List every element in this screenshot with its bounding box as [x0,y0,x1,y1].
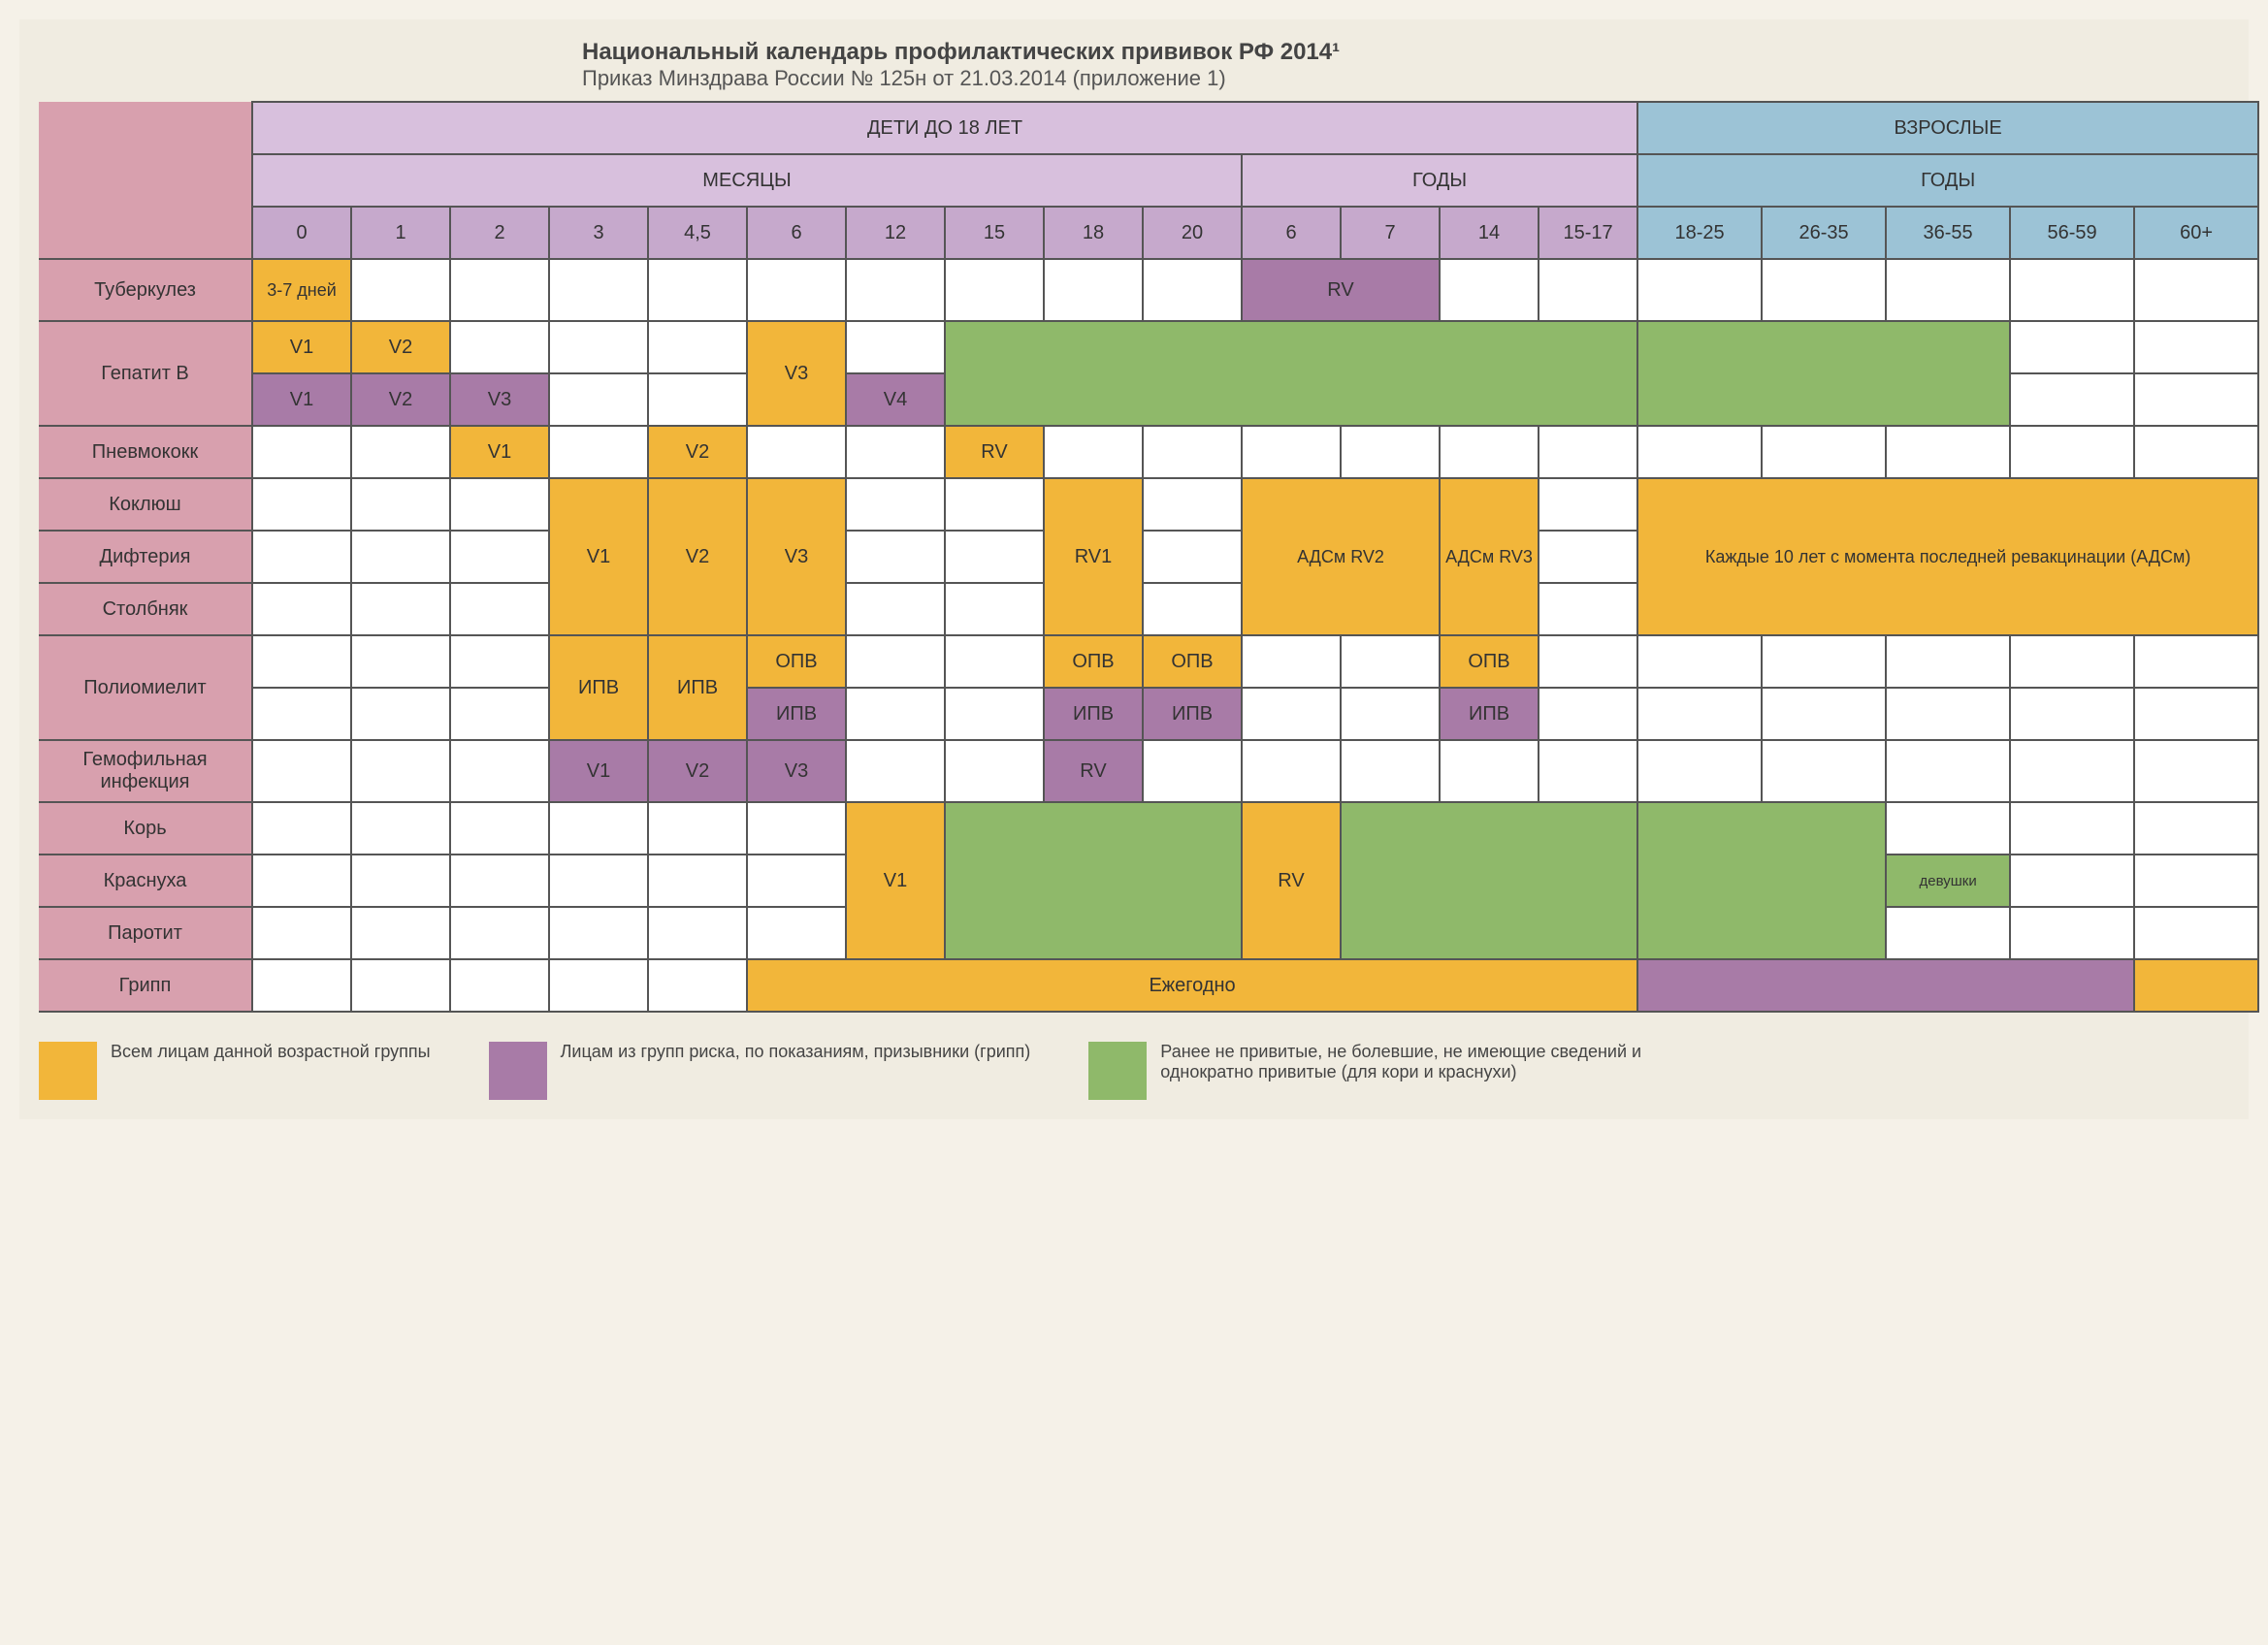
hdr-years-child: ГОДЫ [1242,154,1637,207]
col-month-1: 1 [351,207,450,259]
row-pertussis: Коклюш [39,478,252,531]
row-pneumo: Пневмококк [39,426,252,478]
legend-swatch-risk [489,1042,547,1100]
row-mumps: Паротит [39,907,252,959]
legend: Всем лицам данной возрастной группы Лица… [39,1042,2229,1100]
legend-label-risk: Лицам из групп риска, по показаниям, при… [561,1042,1031,1062]
hdr-years-adult: ГОДЫ [1637,154,2258,207]
row-diphtheria: Дифтерия [39,531,252,583]
col-year-adult-0: 18-25 [1637,207,1762,259]
legend-label-catchup: Ранее не привитые, не болевшие, не имеющ… [1160,1042,1690,1082]
legend-label-all: Всем лицам данной возрастной группы [111,1042,431,1062]
col-month-4: 4,5 [648,207,747,259]
row-flu: Грипп [39,959,252,1012]
col-year-child-1: 7 [1341,207,1440,259]
col-month-9: 20 [1143,207,1242,259]
hdr-months: МЕСЯЦЫ [252,154,1242,207]
row-hepb: Гепатит В [39,321,252,426]
hdr-children: ДЕТИ ДО 18 ЛЕТ [252,102,1637,154]
col-month-2: 2 [450,207,549,259]
page-subtitle: Приказ Минздрава России № 125н от 21.03.… [582,66,2229,91]
col-year-child-0: 6 [1242,207,1341,259]
legend-swatch-catchup [1088,1042,1147,1100]
row-polio: Полиомиелит [39,635,252,740]
row-rubella: Краснуха [39,855,252,907]
hdr-adults: ВЗРОСЛЫЕ [1637,102,2258,154]
row-measles: Корь [39,802,252,855]
vaccination-schedule-table: ДЕТИ ДО 18 ЛЕТВЗРОСЛЫЕМЕСЯЦЫГОДЫГОДЫ0123… [39,101,2259,1013]
row-tb: Туберкулез [39,259,252,321]
col-month-6: 12 [846,207,945,259]
col-year-adult-2: 36-55 [1886,207,2010,259]
col-month-8: 18 [1044,207,1143,259]
col-year-adult-3: 56-59 [2010,207,2134,259]
col-year-child-2: 14 [1440,207,1539,259]
row-hib: Гемофильная инфекция [39,740,252,802]
legend-swatch-all [39,1042,97,1100]
col-month-3: 3 [549,207,648,259]
col-year-adult-4: 60+ [2134,207,2258,259]
col-month-5: 6 [747,207,846,259]
row-tetanus: Столбняк [39,583,252,635]
col-month-0: 0 [252,207,351,259]
col-year-adult-1: 26-35 [1762,207,1886,259]
page-title: Национальный календарь профилактических … [582,39,2229,66]
col-month-7: 15 [945,207,1044,259]
col-year-child-3: 15-17 [1539,207,1637,259]
